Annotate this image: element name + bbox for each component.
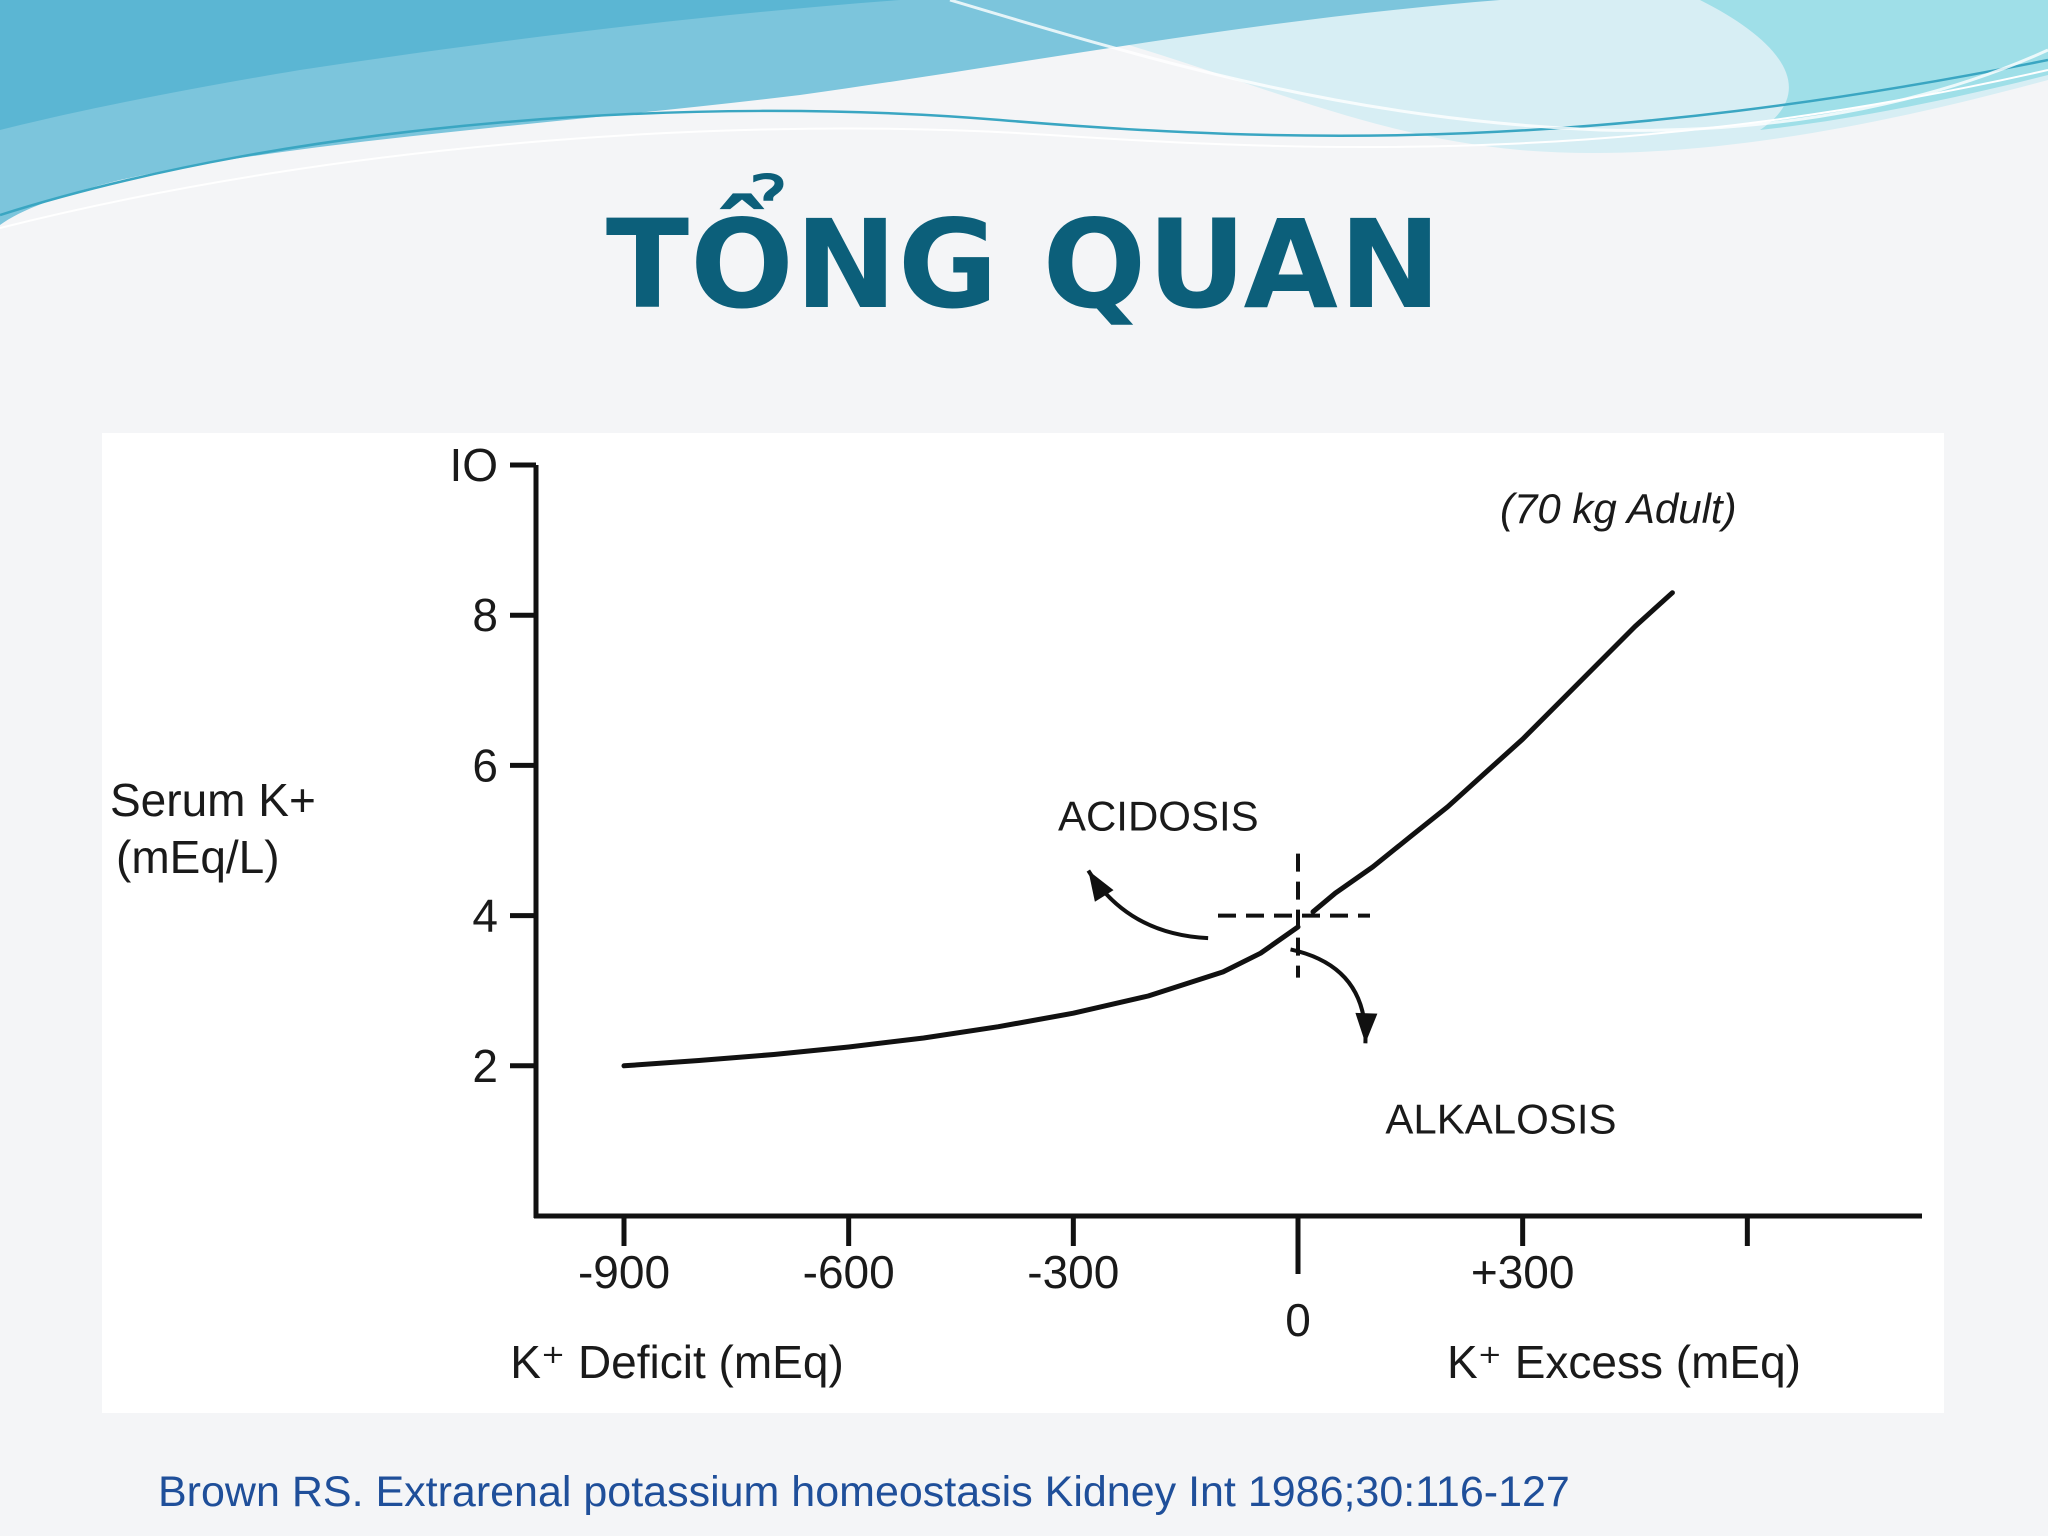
- series-curve-1: [1310, 590, 1675, 915]
- x-axis-title-excess: K⁺ Excess (mEq): [1447, 1336, 1801, 1388]
- y-tick-label-2: 6: [472, 739, 498, 791]
- x-tick-label-3: 0: [1285, 1294, 1311, 1346]
- x-axis-title-deficit: K⁺ Deficit (mEq): [510, 1336, 844, 1388]
- potassium-chart: ACIDOSIS ALKALOSIS 2 4 6 8 IO -900 -600 -300 0 +30…: [110, 439, 1922, 1388]
- arrow-label-0: ACIDOSIS: [1058, 793, 1259, 840]
- arrow-layer: ACIDOSIS ALKALOSIS: [1058, 793, 1617, 1143]
- x-tick-label-0: -900: [578, 1246, 670, 1298]
- y-axis-title-line-2: (mEq/L): [116, 831, 280, 883]
- arrow-label-1: ALKALOSIS: [1385, 1095, 1616, 1142]
- arrow-1: [1290, 947, 1368, 1044]
- header-wave-decoration: [0, 0, 2048, 229]
- y-tick-label-0: 2: [472, 1040, 498, 1092]
- x-tick-label-2: -300: [1027, 1246, 1119, 1298]
- y-axis-title-line-1: Serum K+: [110, 774, 316, 826]
- slide-title: TỔNG QUAN: [605, 194, 1443, 336]
- y-tick-label-3: 8: [472, 589, 498, 641]
- series-layer: [621, 590, 1675, 1069]
- citation: Brown RS. Extrarenal potassium homeostas…: [158, 1468, 1570, 1516]
- arrowhead-0: [1088, 870, 1114, 902]
- annotation-70kg-adult: (70 kg Adult): [1500, 485, 1737, 532]
- arrow-0: [1086, 869, 1209, 941]
- x-tick-label-4: +300: [1471, 1246, 1575, 1298]
- arrowhead-1: [1355, 1012, 1378, 1044]
- y-tick-label-1: 4: [472, 890, 498, 942]
- x-tick-label-1: -600: [803, 1246, 895, 1298]
- chart-axes: [533, 465, 1922, 1219]
- series-curve-0: [621, 924, 1301, 1069]
- label-layer: Serum K+ (mEq/L) K⁺ Deficit (mEq) K⁺ Exc…: [110, 485, 1801, 1388]
- y-tick-label-4: IO: [449, 439, 498, 491]
- reference-crosshair: [1218, 853, 1370, 978]
- chart-panel: ACIDOSIS ALKALOSIS 2 4 6 8 IO -900 -600 -300 0 +30…: [102, 433, 1944, 1413]
- tick-layer: 2 4 6 8 IO -900 -600 -300 0 +300: [449, 439, 1750, 1346]
